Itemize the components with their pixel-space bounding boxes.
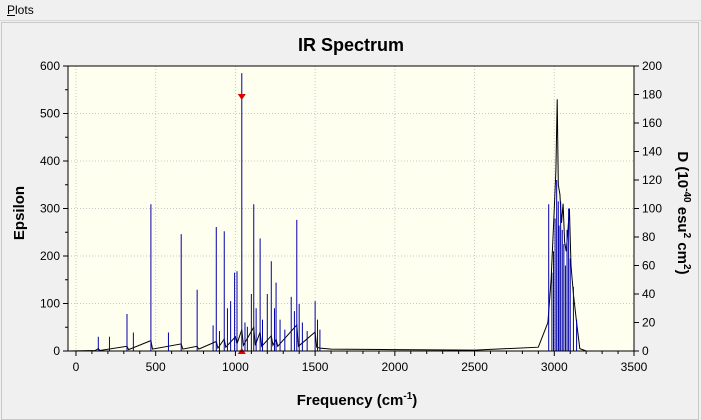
x-tick-label: 3000 (541, 360, 568, 374)
x-axis-label-end: ) (412, 392, 417, 409)
y-axis-label: Epsilon (11, 186, 28, 240)
y-tick-label: 300 (40, 202, 60, 216)
y2-label-part-3: 2 (681, 233, 692, 239)
y2-label-part-6: ) (674, 270, 691, 275)
y-axis-ticks: 0 100 200 300 400 500 600 (40, 59, 68, 358)
menu-item-plots-label: lots (15, 3, 34, 17)
x-tick-label: 1000 (222, 360, 249, 374)
y2-label-part-4: cm (674, 238, 691, 264)
y2-label-part-0: D (10 (674, 151, 691, 188)
y2-tick-label: 180 (642, 88, 662, 102)
y-tick-label: 100 (40, 297, 60, 311)
x-tick-label: 2000 (381, 360, 408, 374)
y-tick-label: 400 (40, 154, 60, 168)
y2-label-part-1: -40 (681, 188, 692, 203)
y-tick-label: 600 (40, 59, 60, 73)
y2-tick-label: 120 (642, 173, 662, 187)
y2-axis-label: D (10-40 esu2 cm2) (674, 151, 692, 274)
x-tick-label: 0 (73, 360, 80, 374)
y2-label-part-2: esu (674, 203, 691, 233)
x-axis-label-sup: -1 (403, 391, 412, 402)
ir-spectrum-chart[interactable]: IR Spectrum 0 500 1000 1500 2000 2500 3000 3500… (2, 23, 698, 419)
chart-panel: IR Spectrum 0 500 1000 1500 2000 2500 3000 3500… (1, 22, 699, 420)
y2-tick-label: 200 (642, 59, 662, 73)
menu-item-plots[interactable]: Plots (5, 0, 36, 20)
y-tick-label: 0 (53, 344, 60, 358)
x-axis-label-main: Frequency (cm (297, 392, 404, 409)
x-tick-label: 1500 (302, 360, 329, 374)
menu-bar: Plots (0, 0, 701, 21)
y2-tick-label: 80 (642, 230, 656, 244)
x-tick-label: 2500 (461, 360, 488, 374)
series-line-epsilon (67, 99, 634, 352)
x-axis-label: Frequency (cm-1) (297, 391, 418, 409)
chart-title: IR Spectrum (298, 35, 404, 55)
menu-item-plots-mnemonic: P (7, 3, 16, 17)
y-tick-label: 500 (40, 107, 60, 121)
x-axis-ticks: 0 500 1000 1500 2000 2500 3000 3500 (73, 351, 648, 374)
y2-tick-label: 20 (642, 316, 656, 330)
x-tick-label: 500 (146, 360, 166, 374)
y2-label-part-5: 2 (681, 264, 692, 270)
y2-tick-label: 140 (642, 145, 662, 159)
y2-axis-ticks: 0 20 40 60 80 100 120 140 160 180 200 (634, 59, 662, 358)
epsilon-envelope (67, 99, 634, 352)
d-sticks (97, 73, 578, 351)
y2-tick-label: 40 (642, 287, 656, 301)
y2-tick-label: 160 (642, 116, 662, 130)
y2-tick-label: 100 (642, 202, 662, 216)
marker-top-triangle (237, 94, 246, 100)
y2-tick-label: 0 (642, 344, 649, 358)
y2-tick-label: 60 (642, 259, 656, 273)
y-tick-label: 200 (40, 249, 60, 263)
x-tick-label: 3500 (621, 360, 648, 374)
